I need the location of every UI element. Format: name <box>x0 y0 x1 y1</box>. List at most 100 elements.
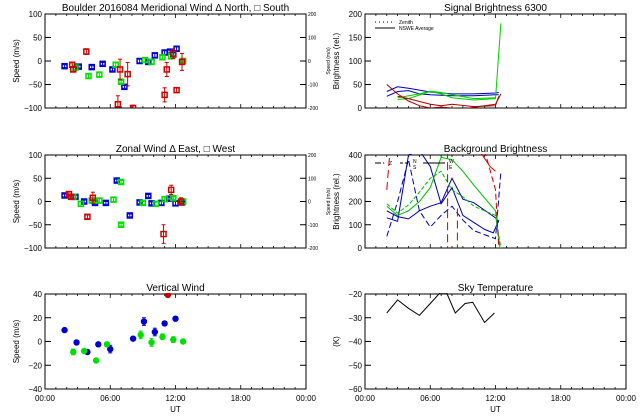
series-line <box>386 293 495 324</box>
data-point <box>70 348 77 356</box>
data-point <box>161 91 168 99</box>
y-tick-label-right: -100 <box>308 83 318 89</box>
chart-title: Sky Temperature <box>458 283 534 294</box>
data-point <box>121 83 128 91</box>
x-tick-label: 00:00 <box>355 394 376 403</box>
data-point <box>73 339 80 346</box>
y-axis-label-right: Speed (m/s) <box>326 188 332 216</box>
data-point <box>141 56 149 64</box>
chart-title: Vertical Wind <box>146 283 204 294</box>
data-point <box>109 66 116 73</box>
legend-label: S <box>413 165 417 171</box>
data-point <box>61 326 68 334</box>
plot-area <box>386 293 495 324</box>
data-point <box>107 345 114 353</box>
y-axis-label: Brightness (rel.) <box>332 32 341 89</box>
series-line <box>386 170 502 248</box>
chart-vertical: Vertical Wind 40 20 0 −20 −40 Speed (m/s) 00:00… <box>12 283 317 414</box>
data-point <box>117 78 125 85</box>
y-tick-label: 100 <box>29 151 43 160</box>
data-point <box>117 221 125 228</box>
y-tick-label: −40 <box>28 385 42 394</box>
plot-area <box>386 154 502 248</box>
series-line <box>386 90 499 97</box>
data-point <box>80 347 88 355</box>
plot-frame <box>44 13 307 109</box>
data-point <box>92 357 100 364</box>
data-point <box>70 66 77 73</box>
chart-title: Background Brightness <box>444 144 547 155</box>
series-line <box>397 23 502 101</box>
data-point <box>179 338 187 345</box>
y-tick-label: 0 <box>38 198 43 207</box>
x-axis-label: UT <box>170 405 181 414</box>
data-point <box>129 104 137 108</box>
y-tick-label: 150 <box>349 34 363 43</box>
y-tick-label: −20 <box>348 290 362 299</box>
x-tick-label: 00:00 <box>35 394 56 403</box>
data-point <box>129 335 137 342</box>
data-point <box>167 186 175 194</box>
y-tick-label: −50 <box>28 81 42 90</box>
data-point <box>148 58 155 66</box>
legend-label: Zenith <box>399 20 413 26</box>
plot-area <box>61 177 187 244</box>
plot-frame <box>364 154 627 249</box>
y-tick-label: 200 <box>349 198 363 207</box>
x-tick-label: 18:00 <box>231 394 252 403</box>
series-line <box>397 90 496 100</box>
data-point <box>145 192 152 200</box>
y-tick-label: −40 <box>348 338 362 347</box>
y-axis-label-right: Speed (m/s) <box>326 47 332 75</box>
y-tick-label: 0 <box>38 338 43 347</box>
y-axis-label: Speed (m/s) <box>12 179 21 223</box>
x-tick-label: 00:00 <box>296 394 317 403</box>
data-point <box>159 333 166 340</box>
y-tick-label: 50 <box>33 34 42 43</box>
x-tick-label: 06:00 <box>100 394 121 403</box>
y-tick-label: −100 <box>24 244 43 253</box>
y-tick-label: −50 <box>28 221 42 230</box>
series-line <box>397 95 500 108</box>
y-tick-label-right: 0 <box>308 59 311 65</box>
data-point <box>116 66 124 73</box>
data-point <box>117 178 125 186</box>
y-tick-label: 200 <box>349 10 363 19</box>
series-line <box>386 159 502 240</box>
y-tick-label: 20 <box>33 314 42 323</box>
y-tick-label-right: 200 <box>308 153 317 159</box>
data-point <box>99 60 106 68</box>
chart-skytemp: Sky Temperature −20 −30 −40 −50 −60 (K) 00:00 06… <box>332 283 637 414</box>
data-point <box>161 320 168 327</box>
data-point <box>114 100 122 108</box>
data-point <box>179 57 187 65</box>
y-tick-label: 50 <box>353 81 362 90</box>
y-tick-label-right: 200 <box>308 12 317 18</box>
y-tick-label: 40 <box>33 290 42 299</box>
data-point <box>159 53 166 61</box>
data-point <box>172 315 179 322</box>
y-tick-label: 100 <box>349 221 363 230</box>
data-point <box>170 336 177 343</box>
y-tick-label-right: -200 <box>308 106 318 112</box>
legend-label: W <box>449 159 454 165</box>
chart-zonal: Zonal Wind Δ East, □ West 100 50 0 −50 −100 20… <box>12 144 332 253</box>
y-axis-label: Speed (m/s) <box>12 319 21 363</box>
x-axis-label: UT <box>490 405 501 414</box>
data-point <box>152 200 160 208</box>
data-point <box>160 230 167 238</box>
y-tick-label: 400 <box>349 151 363 160</box>
y-tick-label: −50 <box>348 361 362 370</box>
plot-area <box>61 293 187 364</box>
chart-title: Zonal Wind Δ East, □ West <box>116 144 235 155</box>
y-tick-label: 50 <box>33 174 42 183</box>
data-point <box>137 331 144 339</box>
y-tick-label: 0 <box>38 57 43 66</box>
data-point <box>161 195 168 203</box>
y-tick-label: 300 <box>349 174 363 183</box>
y-tick-label-right: -200 <box>308 246 318 252</box>
y-tick-label: 100 <box>29 10 43 19</box>
y-axis-label: Speed (m/s) <box>12 39 21 83</box>
y-axis-label: (K) <box>332 336 341 347</box>
data-point <box>110 196 117 203</box>
